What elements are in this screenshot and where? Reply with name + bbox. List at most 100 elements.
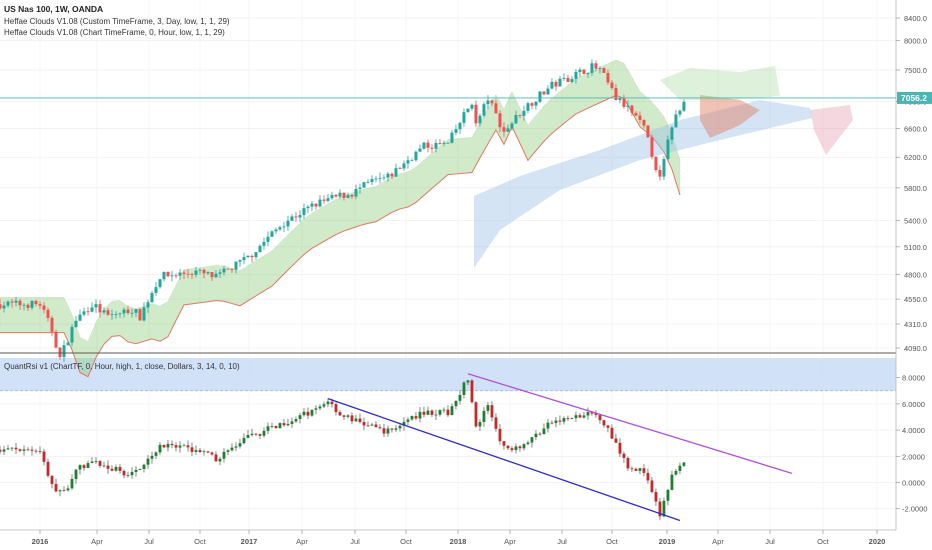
price-candle (170, 270, 174, 282)
rsi-candle-body (146, 458, 150, 465)
rsi-candle (90, 456, 94, 464)
rsi-candle (38, 446, 42, 454)
price-candle (566, 74, 570, 83)
rsi-trendlines[interactable] (327, 373, 793, 522)
rsi-tick-label: 0.0000 (902, 479, 925, 488)
rsi-candle (674, 468, 678, 476)
price-candle-body (670, 127, 674, 140)
price-candle (66, 341, 70, 346)
green-cloud (0, 59, 681, 378)
price-candle (310, 201, 314, 212)
price-candle-body (30, 300, 34, 308)
rsi-candle-body (54, 483, 58, 492)
price-candle-body (598, 68, 602, 69)
rsi-candle-body (462, 382, 466, 395)
price-candle (18, 298, 22, 310)
rsi-legend[interactable]: QuantRsi v1 (ChartTF, 0, Hour, high, 1, … (4, 362, 240, 371)
rsi-candle (450, 403, 454, 416)
price-axis[interactable]: 8400.08000.07500.07000.06600.06200.05800… (896, 14, 927, 353)
price-candle (370, 175, 374, 186)
price-candle (638, 111, 642, 124)
price-candle (390, 172, 394, 180)
price-candle-body (346, 194, 350, 198)
rsi-axis[interactable]: 8.0000 6.0000 4.0000 2.0000 0.0000 -2.0000 (896, 374, 927, 514)
rsi-candle-body (422, 411, 426, 415)
rsi-lower-trendline[interactable] (327, 398, 681, 522)
rsi-candle-body (638, 468, 642, 471)
price-candle-body (74, 320, 78, 328)
rsi-candle (366, 421, 370, 427)
price-candle-body (554, 81, 558, 87)
price-candle-body (454, 129, 458, 133)
rsi-candle (6, 444, 10, 450)
price-candle (318, 195, 322, 208)
price-candle-body (238, 260, 242, 262)
rsi-candle-body (358, 418, 362, 423)
price-candle-body (630, 105, 634, 113)
price-candle (262, 237, 266, 250)
price-candle (6, 300, 10, 308)
price-candle-body (542, 91, 546, 95)
rsi-candle (298, 412, 302, 424)
rsi-candle-body (550, 422, 554, 424)
price-candle (550, 78, 554, 90)
price-candle-body (430, 147, 434, 149)
rsi-upper-trendline[interactable] (467, 373, 793, 474)
rsi-candle (478, 419, 482, 432)
price-candle (294, 211, 298, 222)
rsi-candle-body (454, 400, 458, 407)
price-candle (462, 108, 466, 127)
rsi-candle-body (590, 412, 594, 414)
price-candle-body (350, 194, 354, 197)
rsi-candle (594, 410, 598, 418)
indicator-legend-custom[interactable]: Heffae Clouds V1.08 (Custom TimeFrame, 3… (4, 17, 230, 26)
price-candle (254, 251, 258, 260)
chart-title[interactable]: US Nas 100, 1W, OANDA (4, 4, 104, 14)
rsi-candle-body (614, 438, 618, 443)
rsi-candle-body (194, 450, 198, 452)
rsi-candle-body (574, 415, 578, 419)
price-candle-body (370, 178, 374, 183)
price-candle (166, 271, 170, 278)
price-candle-body (218, 272, 222, 274)
price-candle-body (242, 257, 246, 261)
rsi-overbought-band (0, 358, 896, 392)
price-tick-label: 4090.0 (904, 344, 927, 353)
rsi-candle (182, 443, 186, 447)
rsi-candle-body (162, 444, 166, 448)
price-candle-body (130, 312, 134, 314)
price-candle-body (390, 173, 394, 177)
indicator-legend-chart[interactable]: Heffae Clouds V1.08 (Chart TimeFrame, 0,… (4, 28, 225, 37)
rsi-candle (250, 428, 254, 437)
price-candle-body (658, 170, 662, 177)
price-candle-body (266, 236, 270, 242)
price-candle (302, 203, 306, 220)
price-candle-body (86, 311, 90, 313)
rsi-candle-body (82, 465, 86, 468)
price-candle-body (222, 268, 226, 273)
price-candle (502, 122, 506, 137)
rsi-candle (638, 467, 642, 475)
rsi-candle-body (234, 446, 238, 448)
rsi-candle-body (158, 444, 162, 453)
price-candle (610, 80, 614, 90)
time-tick-label: Apr (712, 537, 724, 546)
price-candle (602, 66, 606, 73)
rsi-candle-body (682, 462, 686, 466)
price-candle (498, 110, 502, 133)
price-candle (98, 300, 102, 318)
rsi-candle-body (66, 488, 70, 491)
time-tick-label: Jul (557, 537, 567, 546)
price-candle (342, 192, 346, 201)
rsi-band-fill (0, 358, 896, 391)
rsi-candle-body (214, 454, 218, 462)
price-candle-body (622, 98, 626, 107)
rsi-candle (614, 433, 618, 443)
price-candle-body (366, 182, 370, 183)
rsi-candle (246, 430, 250, 439)
rsi-candle (86, 460, 90, 469)
time-axis[interactable]: 2016 Apr Jul Oct 2017 Apr Jul Oct 2018 Apr Jul Oct 2… (32, 530, 886, 546)
price-candle-body (462, 112, 466, 123)
price-candle-body (642, 119, 646, 126)
